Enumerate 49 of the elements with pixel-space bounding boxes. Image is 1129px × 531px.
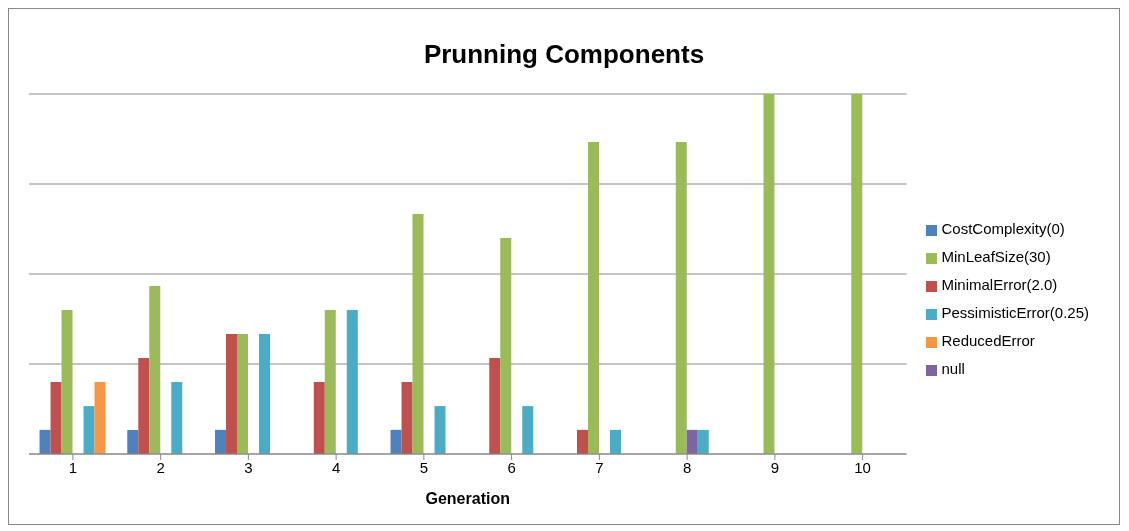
bar [686, 429, 698, 454]
bar [500, 238, 512, 454]
x-tick-label: 3 [244, 458, 253, 476]
bar [610, 429, 622, 454]
bar [138, 357, 150, 454]
bar [763, 94, 775, 454]
bar [237, 334, 249, 454]
x-tick-label: 4 [331, 458, 341, 476]
bar [697, 429, 709, 454]
bar [61, 310, 73, 454]
x-tick-label: 8 [682, 458, 692, 476]
bar [324, 310, 336, 454]
bar [149, 285, 161, 454]
x-tick-label: 7 [595, 458, 604, 476]
bar [346, 310, 358, 454]
legend-label: PessimisticError(0.25) [941, 304, 1089, 321]
x-tick-label: 2 [156, 458, 165, 476]
x-tick-label: 1 [68, 458, 78, 476]
bar [588, 141, 600, 454]
legend-label: CostComplexity(0) [941, 220, 1065, 237]
x-tick-label: 6 [507, 458, 516, 476]
bar [50, 382, 62, 454]
bar [434, 406, 446, 454]
legend-label: null [941, 360, 965, 377]
chart-title: Prunning Components [422, 39, 706, 71]
bar [127, 429, 139, 454]
bar [851, 94, 863, 454]
bar [577, 429, 589, 454]
bar [412, 213, 424, 454]
legend-label: ReducedError [941, 332, 1035, 349]
bar [390, 429, 402, 454]
bar [401, 382, 413, 454]
bar [259, 334, 271, 454]
legend-label: MinLeafSize(30) [941, 248, 1051, 265]
bar [215, 429, 227, 454]
bar [171, 382, 183, 454]
x-axis-title: Generation [425, 490, 510, 507]
bar [39, 429, 51, 454]
x-tick-label: 5 [419, 458, 429, 476]
bar [489, 357, 501, 454]
bar [226, 334, 238, 454]
legend-label: MinimalError(2.0) [941, 276, 1058, 293]
bar [675, 141, 687, 454]
bar [522, 406, 534, 454]
bar [313, 382, 325, 454]
bar [94, 382, 106, 454]
x-tick-label: 10 [854, 458, 871, 476]
bar [83, 406, 95, 454]
x-tick-label: 9 [770, 458, 780, 476]
